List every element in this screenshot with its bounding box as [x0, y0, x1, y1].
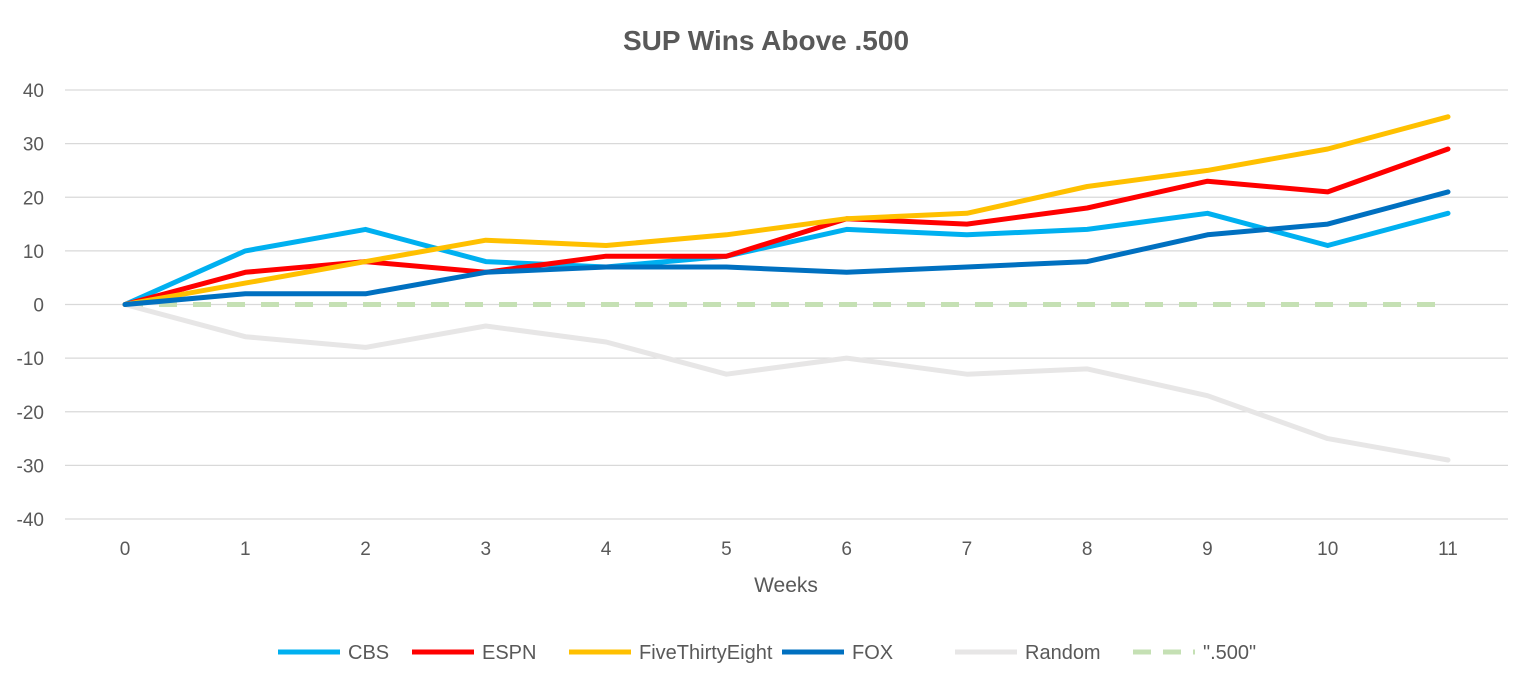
legend: CBS ESPN FiveThirtyEight FOX Random ".500" [278, 642, 1256, 664]
y-tick-label: 30 [23, 135, 44, 156]
y-tick-label: -30 [17, 456, 44, 477]
series-line-fox [122, 189, 1451, 307]
x-tick-label: 11 [1438, 539, 1458, 560]
x-axis-label: Weeks [754, 574, 818, 597]
y-tick-label: -10 [17, 349, 44, 370]
chart-title: SUP Wins Above .500 [623, 25, 909, 56]
x-tick-label: 3 [481, 539, 492, 560]
x-tick-label: 2 [360, 539, 371, 560]
y-tick-label: 40 [23, 81, 44, 102]
x-tick-label: 9 [1202, 539, 1213, 560]
y-tick-label: 10 [23, 242, 44, 263]
series-lines [122, 114, 1451, 463]
x-tick-label: 7 [962, 539, 973, 560]
legend-label: FiveThirtyEight [639, 642, 773, 664]
legend-label: CBS [348, 642, 389, 664]
legend-label: FOX [852, 642, 893, 664]
y-tick-label: 0 [33, 296, 44, 317]
x-tick-label: 0 [120, 539, 131, 560]
x-tick-label: 4 [601, 539, 612, 560]
series-line-cbs [122, 210, 1451, 307]
x-tick-label: 6 [841, 539, 852, 560]
y-tick-label: 20 [23, 188, 44, 209]
series-line-fivethirtyeight [122, 114, 1451, 307]
series-line-random [122, 302, 1451, 463]
legend-label: ".500" [1203, 642, 1256, 664]
y-tick-label: -20 [17, 403, 44, 424]
legend-label: Random [1025, 642, 1101, 664]
x-tick-label: 10 [1317, 539, 1338, 560]
legend-label: ESPN [482, 642, 536, 664]
y-tick-label: -40 [17, 510, 44, 531]
x-tick-label: 8 [1082, 539, 1093, 560]
y-axis-ticks: -40 -30 -20 -10 0 10 20 30 40 [17, 81, 44, 531]
x-tick-label: 1 [240, 539, 251, 560]
x-axis-ticks: 0 1 2 3 4 5 6 7 8 9 10 11 [120, 539, 1458, 560]
x-tick-label: 5 [721, 539, 732, 560]
